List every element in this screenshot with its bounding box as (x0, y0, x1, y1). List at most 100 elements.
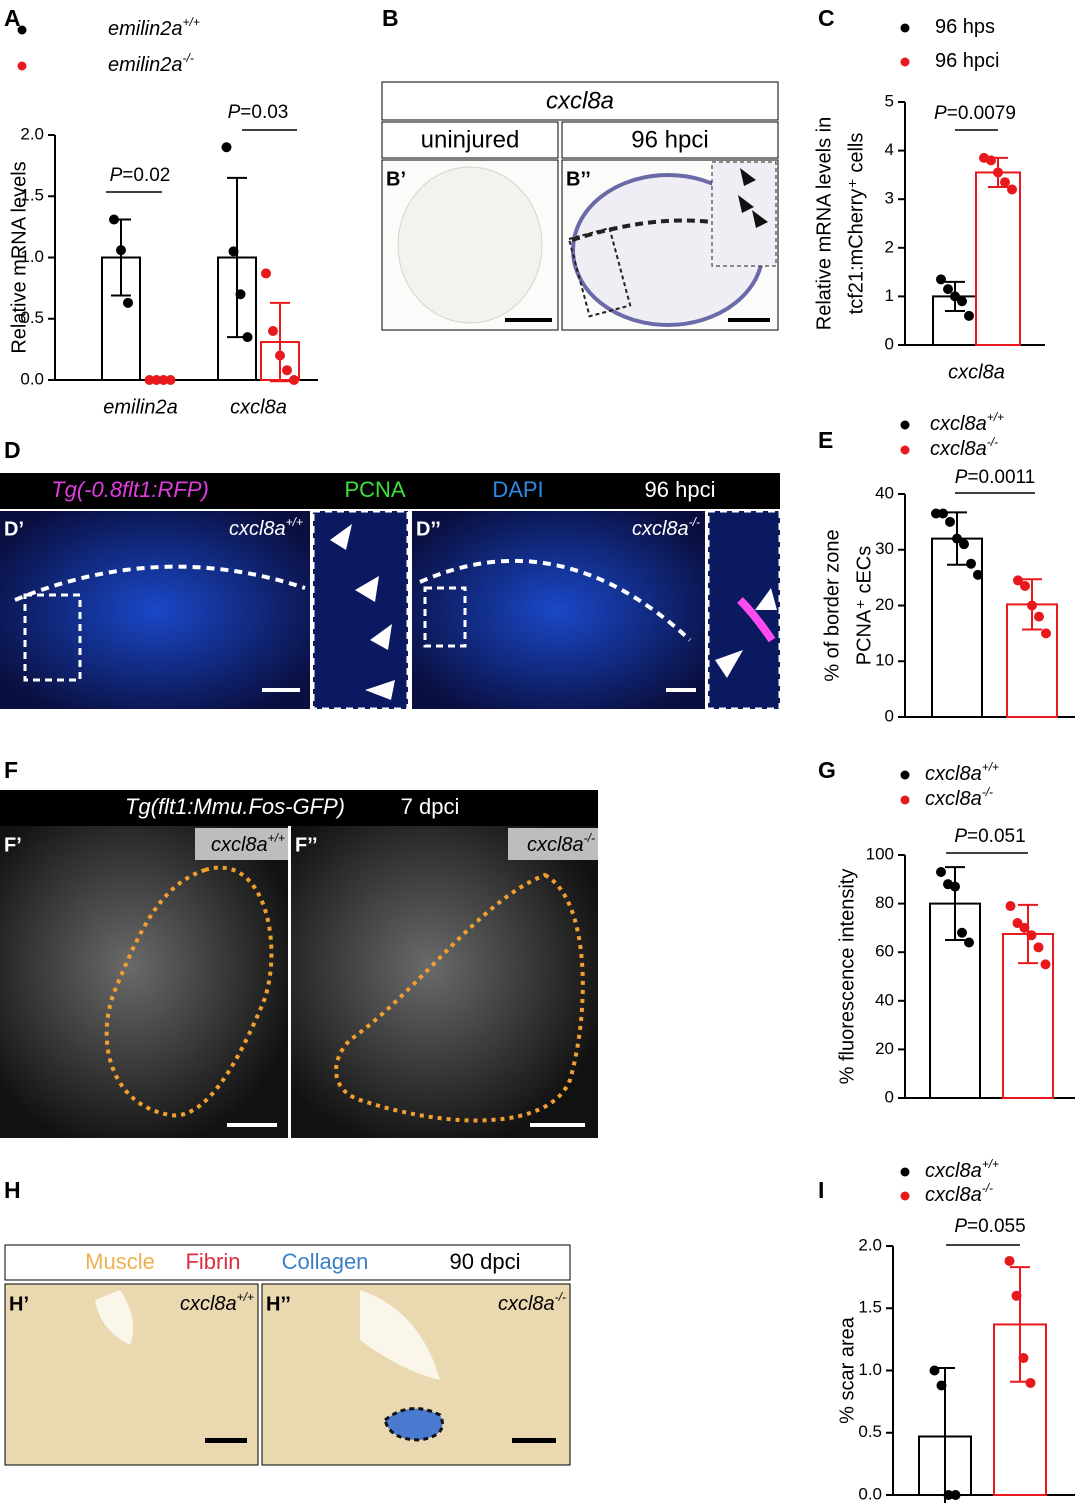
header-bar (0, 473, 780, 509)
p-symbol: P (110, 165, 123, 186)
sublabel: B’ (386, 168, 406, 190)
genotype: cxcl8a-/- (632, 515, 700, 540)
legend-name: 96 hpci (935, 50, 1000, 72)
data-point (1033, 942, 1044, 953)
p-value: P=0.051 (954, 826, 1025, 847)
y-tick-label: 0 (885, 706, 894, 725)
sublabel: D’ (4, 518, 24, 540)
genotype-superscript: +/+ (286, 515, 303, 529)
scale-bar (512, 1438, 556, 1443)
panel-letter: D (4, 437, 21, 463)
data-point (289, 375, 299, 385)
panel-letter: A (4, 5, 21, 31)
inset-box (23, 593, 82, 682)
inset-frame (311, 509, 410, 711)
data-point (1004, 1255, 1015, 1266)
legend-marker (900, 23, 910, 33)
data-point (943, 1490, 954, 1500)
legend-entry: cxcl8a+/+ (925, 760, 999, 785)
genotype-superscript: +/+ (237, 1290, 254, 1304)
data-point (221, 142, 232, 153)
data-point (936, 867, 946, 878)
image (0, 511, 310, 709)
genotype: cxcl8a+/+ (211, 831, 285, 856)
y-tick-label: 0 (885, 334, 894, 353)
header: Tg(-0.8flt1:RFP) (51, 477, 209, 502)
lumen (360, 1290, 440, 1380)
legend-name: cxcl8a (925, 1160, 982, 1182)
data-point (165, 375, 176, 385)
label-box (508, 828, 598, 860)
panel-letter: F (4, 757, 18, 783)
image (0, 826, 288, 1138)
data-point (1019, 922, 1030, 933)
y-tick-label: 20 (875, 595, 894, 614)
x-tick-label: cxcl8a (230, 396, 287, 418)
legend-marker (900, 57, 910, 67)
y-axis-label: % scar area (836, 1316, 858, 1424)
legend-entry: cxcl8a+/+ (930, 410, 1004, 435)
y-axis-label: PCNA⁺ cECs (853, 546, 875, 665)
data-point (993, 167, 1003, 178)
bar (931, 537, 983, 718)
data-point (1025, 1377, 1036, 1388)
scale-bar (227, 1123, 277, 1127)
panel-letter: C (818, 5, 835, 31)
genotype-name: cxcl8a (527, 834, 584, 856)
header: 7 dpci (401, 794, 460, 819)
lumen (95, 1290, 134, 1345)
image (4, 1283, 259, 1466)
y-tick-label: 0.5 (858, 1422, 882, 1441)
data-point (1026, 930, 1037, 941)
panel-letter: I (818, 1177, 824, 1203)
legend-entry: 96 hps (935, 16, 995, 38)
data-point (966, 558, 976, 569)
legend-entry: cxcl8a-/- (925, 1181, 993, 1206)
legend-name: cxcl8a (925, 1184, 982, 1206)
panel-f: F Tg(flt1:Mmu.Fos-GFP) 7 dpci F’ F’’ cxc… (0, 757, 598, 1138)
legend-marker (17, 25, 27, 35)
data-point (1020, 580, 1030, 591)
y-tick-label: 1.0 (858, 1360, 882, 1379)
data-point (1034, 611, 1044, 622)
sublabel: H’’ (266, 1293, 291, 1315)
legend-name: 96 hps (935, 16, 995, 38)
border-line (419, 558, 692, 642)
genotype-name: cxcl8a (632, 518, 689, 540)
legend-name: cxcl8a (925, 763, 982, 785)
p-symbol: P (228, 102, 241, 123)
y-tick-label: 2.0 (858, 1235, 882, 1254)
data-point (957, 927, 967, 938)
data-point (1018, 1353, 1029, 1364)
data-point (1011, 1290, 1022, 1301)
data-point (1040, 959, 1051, 970)
data-point (950, 291, 960, 302)
legend-entry: cxcl8a-/- (925, 785, 993, 810)
data-point (261, 268, 271, 279)
legend-superscript: -/- (982, 785, 993, 799)
data-point (123, 297, 133, 308)
sublabel: F’’ (295, 834, 318, 856)
data-point (943, 284, 953, 295)
p-value: P=0.0011 (955, 467, 1036, 488)
genotype: cxcl8a+/+ (180, 1290, 254, 1315)
tissue (397, 166, 543, 324)
legend-marker (900, 795, 910, 805)
data-point (109, 214, 119, 225)
genotype-superscript: -/- (584, 831, 595, 845)
header: Fibrin (185, 1249, 240, 1274)
image (412, 511, 705, 709)
data-point (151, 375, 162, 385)
legend-marker (900, 1167, 910, 1177)
genotype: cxcl8a-/- (527, 831, 595, 856)
legend-name: cxcl8a (930, 438, 987, 460)
data-point (144, 375, 155, 385)
header-box (561, 121, 779, 159)
genotype-name: cxcl8a (180, 1293, 237, 1315)
legend-superscript: -/- (182, 51, 193, 65)
sublabel: F’ (4, 834, 22, 856)
data-point (964, 310, 974, 321)
legend-entry: 96 hpci (935, 50, 1000, 72)
data-point (945, 516, 955, 527)
